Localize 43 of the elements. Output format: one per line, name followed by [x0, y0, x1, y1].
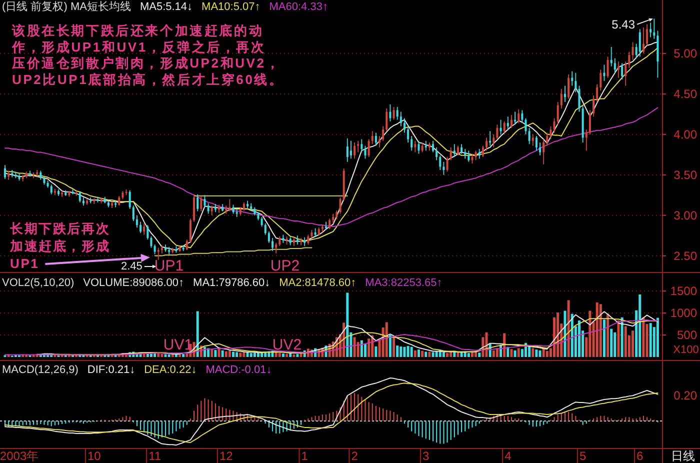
- text: 0.20: [674, 388, 698, 403]
- annotation: UP1: [154, 258, 184, 275]
- y-tick-label: 4.50: [674, 86, 698, 101]
- x-tick-label: 5: [579, 449, 586, 463]
- text: MA2:81478.60↑: [279, 277, 356, 289]
- x-tick-label: 2003年: [0, 449, 39, 463]
- annotation: VOLUME:89086.00↑: [83, 277, 184, 289]
- y-tick-label: 500: [676, 328, 698, 342]
- x-tick-label: 12: [219, 449, 234, 463]
- y-tick-label: 2.50: [674, 248, 698, 263]
- y-axis-title: X100: [673, 344, 699, 356]
- annotation: 5.43: [612, 17, 636, 32]
- x-tick-label: 10: [87, 449, 102, 463]
- chart-title: VOL2(5,10,20): [2, 277, 74, 289]
- annotation: UV2: [272, 336, 302, 354]
- annotation: 该股在长期下跌后还来个加速赶底的动作，形成UP1和UV1，反弹之后，再次压价逼仓到散户割肉，形成UP2和UV2，UP2比UP1底部抬高，然后才上穿60线。: [11, 23, 284, 87]
- text: MA60:4.33↑: [269, 1, 328, 13]
- x-tick-label: 1: [301, 449, 308, 463]
- annotation: UV1: [163, 336, 193, 354]
- text: MA5:5.14↓: [140, 1, 193, 13]
- annotation: UP2: [270, 258, 300, 275]
- annotation: 长期下跌后再次加速赶底，形成UP1: [9, 221, 110, 271]
- y-tick-label: 5.00: [674, 46, 698, 60]
- x-tick-label: 6: [636, 449, 644, 463]
- x-tick-label: 4: [504, 449, 512, 463]
- chart-title: (日线 前复权) MA短长均线: [2, 0, 131, 13]
- x-tick-label: 2: [351, 449, 358, 463]
- annotation: 2.45: [120, 260, 142, 272]
- y-tick-label: 3.00: [674, 208, 698, 222]
- text: DIF:0.21↓: [87, 364, 136, 376]
- x-tick-label: 3: [422, 449, 430, 463]
- text: MA1:79786.60↓: [193, 277, 270, 289]
- y-tick-label: 4.00: [674, 127, 698, 142]
- text: 日线: [671, 449, 695, 463]
- y-tick-label: 1000: [670, 306, 698, 320]
- y-tick-label: 3.50: [674, 168, 698, 182]
- text: DEA:0.22↓: [144, 364, 197, 376]
- text: MACD:-0.01↓: [206, 364, 272, 376]
- chart-title: MACD(12,26,9): [2, 364, 78, 376]
- y-tick-label: 1500: [670, 284, 698, 298]
- text: MA3:82253.65↑: [365, 277, 442, 289]
- x-tick-label: 11: [148, 449, 162, 463]
- text: MA10:5.07↑: [202, 1, 260, 13]
